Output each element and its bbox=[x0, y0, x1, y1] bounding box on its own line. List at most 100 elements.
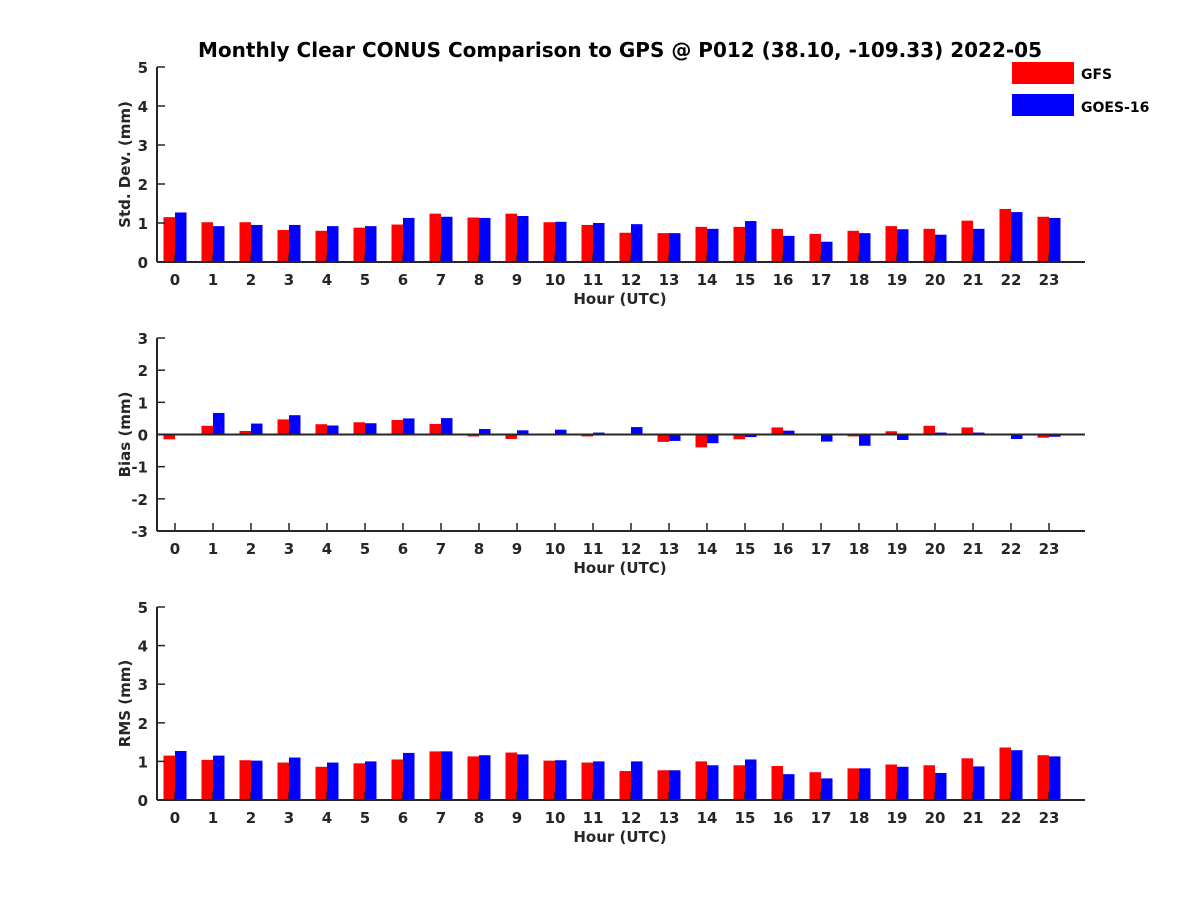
bar-goes-16-hour-22 bbox=[1011, 750, 1023, 800]
x-tick-label: 10 bbox=[545, 271, 566, 289]
bar-goes-16-hour-15 bbox=[745, 759, 757, 800]
bar-gfs-hour-14 bbox=[695, 226, 707, 262]
bar-gfs-hour-1 bbox=[201, 222, 213, 262]
x-tick-label: 6 bbox=[398, 809, 408, 827]
bar-goes-16-hour-18 bbox=[859, 233, 871, 262]
bar-goes-16-hour-13 bbox=[669, 233, 681, 262]
bar-goes-16-hour-2 bbox=[251, 423, 263, 435]
x-tick-label: 12 bbox=[621, 540, 642, 558]
bar-gfs-hour-5 bbox=[353, 763, 365, 800]
bar-goes-16-hour-2 bbox=[251, 224, 263, 262]
x-axis-label: Hour (UTC) bbox=[573, 559, 666, 577]
x-axis-label: Hour (UTC) bbox=[573, 290, 666, 308]
x-tick-label: 1 bbox=[208, 540, 218, 558]
bar-goes-16-hour-23 bbox=[1049, 756, 1061, 800]
x-tick-label: 16 bbox=[773, 271, 794, 289]
bar-goes-16-hour-8 bbox=[479, 755, 491, 800]
bar-goes-16-hour-0 bbox=[175, 750, 187, 800]
bar-gfs-hour-7 bbox=[429, 751, 441, 800]
bar-gfs-hour-9 bbox=[505, 434, 517, 439]
bar-goes-16-hour-16 bbox=[783, 430, 795, 435]
x-tick-label: 20 bbox=[925, 271, 946, 289]
x-tick-label: 15 bbox=[735, 540, 756, 558]
x-tick-label: 14 bbox=[697, 540, 718, 558]
bar-goes-16-hour-19 bbox=[897, 434, 909, 440]
bar-goes-16-hour-2 bbox=[251, 760, 263, 800]
bar-gfs-hour-6 bbox=[391, 759, 403, 800]
bar-goes-16-hour-18 bbox=[859, 768, 871, 800]
bar-goes-16-hour-20 bbox=[935, 772, 947, 800]
x-tick-label: 7 bbox=[436, 271, 446, 289]
x-tick-label: 1 bbox=[208, 809, 218, 827]
x-tick-label: 6 bbox=[398, 271, 408, 289]
x-tick-label: 15 bbox=[735, 271, 756, 289]
bar-goes-16-hour-16 bbox=[783, 774, 795, 800]
x-tick-label: 16 bbox=[773, 809, 794, 827]
x-tick-label: 5 bbox=[360, 271, 370, 289]
bar-goes-16-hour-15 bbox=[745, 434, 757, 438]
x-tick-label: 22 bbox=[1001, 271, 1022, 289]
y-tick-label: 0 bbox=[138, 427, 148, 445]
bar-gfs-hour-17 bbox=[809, 233, 821, 262]
bar-gfs-hour-10 bbox=[543, 760, 555, 800]
bar-goes-16-hour-1 bbox=[213, 226, 225, 262]
bar-goes-16-hour-7 bbox=[441, 216, 453, 262]
bar-gfs-hour-23 bbox=[1037, 216, 1049, 262]
bar-gfs-hour-16 bbox=[771, 427, 783, 435]
bar-goes-16-hour-19 bbox=[897, 766, 909, 800]
x-tick-label: 19 bbox=[887, 809, 908, 827]
bar-gfs-hour-20 bbox=[923, 425, 935, 435]
bar-gfs-hour-13 bbox=[657, 434, 669, 442]
x-tick-label: 19 bbox=[887, 271, 908, 289]
bar-gfs-hour-12 bbox=[619, 771, 631, 800]
y-axis-label: Std. Dev. (mm) bbox=[116, 101, 134, 228]
x-axis-label: Hour (UTC) bbox=[573, 828, 666, 846]
bar-goes-16-hour-8 bbox=[479, 217, 491, 262]
bar-gfs-hour-2 bbox=[239, 760, 251, 800]
bar-goes-16-hour-17 bbox=[821, 434, 833, 442]
y-tick-label: 3 bbox=[138, 676, 148, 694]
bar-goes-16-hour-12 bbox=[631, 224, 643, 262]
bar-gfs-hour-0 bbox=[163, 434, 175, 440]
bar-goes-16-hour-20 bbox=[935, 234, 947, 262]
bar-gfs-hour-2 bbox=[239, 430, 251, 435]
y-tick-label: 2 bbox=[138, 715, 148, 733]
x-tick-label: 4 bbox=[322, 809, 332, 827]
bar-gfs-hour-11 bbox=[581, 762, 593, 800]
bar-gfs-hour-4 bbox=[315, 766, 327, 800]
x-tick-label: 11 bbox=[583, 809, 604, 827]
x-tick-label: 10 bbox=[545, 809, 566, 827]
bar-gfs-hour-6 bbox=[391, 420, 403, 435]
bar-gfs-hour-3 bbox=[277, 762, 289, 800]
bar-gfs-hour-3 bbox=[277, 419, 289, 435]
x-tick-label: 9 bbox=[512, 809, 522, 827]
bar-gfs-hour-17 bbox=[809, 772, 821, 800]
x-tick-label: 17 bbox=[811, 809, 832, 827]
x-tick-label: 9 bbox=[512, 540, 522, 558]
y-tick-label: 1 bbox=[138, 394, 148, 412]
x-tick-label: 11 bbox=[583, 540, 604, 558]
bar-gfs-hour-19 bbox=[885, 226, 897, 262]
chart-title: Monthly Clear CONUS Comparison to GPS @ … bbox=[198, 38, 1042, 62]
bar-gfs-hour-15 bbox=[733, 434, 745, 440]
y-tick-label: 1 bbox=[138, 753, 148, 771]
bar-goes-16-hour-17 bbox=[821, 241, 833, 262]
bar-goes-16-hour-21 bbox=[973, 766, 985, 800]
bar-goes-16-hour-11 bbox=[593, 223, 605, 262]
bar-goes-16-hour-4 bbox=[327, 226, 339, 262]
bar-gfs-hour-8 bbox=[467, 217, 479, 262]
y-axis-label: RMS (mm) bbox=[116, 660, 134, 747]
bar-goes-16-hour-5 bbox=[365, 226, 377, 262]
bar-goes-16-hour-10 bbox=[555, 760, 567, 800]
bar-goes-16-hour-7 bbox=[441, 418, 453, 435]
bar-goes-16-hour-12 bbox=[631, 761, 643, 800]
bar-goes-16-hour-10 bbox=[555, 429, 567, 435]
bar-gfs-hour-6 bbox=[391, 224, 403, 262]
bar-goes-16-hour-3 bbox=[289, 757, 301, 800]
x-tick-label: 12 bbox=[621, 809, 642, 827]
bar-gfs-hour-23 bbox=[1037, 434, 1049, 438]
bar-gfs-hour-4 bbox=[315, 424, 327, 435]
y-tick-label: 5 bbox=[138, 59, 148, 77]
bar-goes-16-hour-9 bbox=[517, 754, 529, 800]
